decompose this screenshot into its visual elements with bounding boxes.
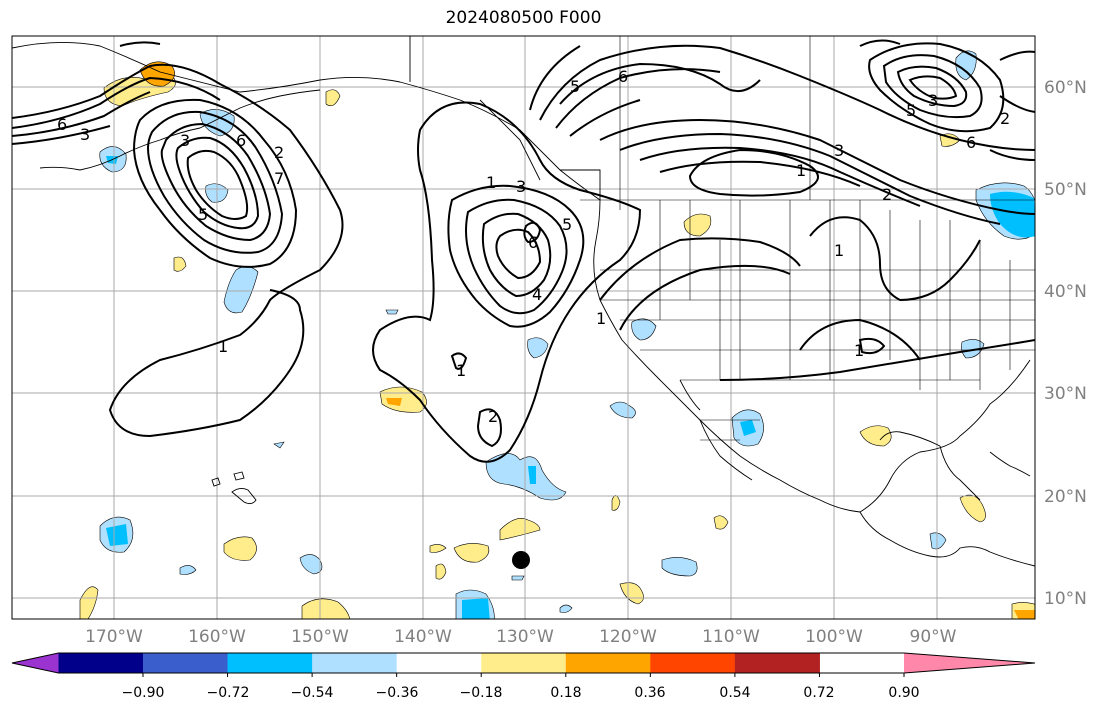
contour-label: 1 xyxy=(834,241,844,260)
map-title: 2024080500 F000 xyxy=(445,8,602,28)
lon-label: 100°W xyxy=(805,627,863,647)
colorbar-tick-label: 0.54 xyxy=(719,685,750,701)
lon-label: 90°W xyxy=(910,627,957,647)
colorbar-extend-high xyxy=(904,653,1035,673)
colorbar-tick-label: −0.90 xyxy=(122,685,165,701)
colorbar-segment xyxy=(734,653,820,673)
contour-label: 2 xyxy=(1000,109,1010,128)
longitude-labels: 170°W 160°W 150°W 140°W 130°W 120°W 110°… xyxy=(85,627,957,647)
contour-label: 3 xyxy=(516,177,526,196)
colorbar-tick-label: 0.72 xyxy=(803,685,834,701)
colorbar xyxy=(11,652,1036,677)
colorbar-tick-label: −0.54 xyxy=(291,685,334,701)
lon-label: 140°W xyxy=(394,627,452,647)
map-frame xyxy=(11,35,1036,620)
colorbar-segment xyxy=(396,653,482,673)
lat-label: 30°N xyxy=(1044,384,1087,404)
colorbar-segment xyxy=(312,653,398,673)
contour-label: 6 xyxy=(528,233,538,252)
colorbar-tick-label: 0.90 xyxy=(888,685,919,701)
contour-label: 2 xyxy=(488,407,498,426)
colorbar-extend-low xyxy=(12,653,59,673)
lon-label: 160°W xyxy=(188,627,246,647)
contour-label: 1 xyxy=(796,161,806,180)
lat-label: 20°N xyxy=(1044,487,1087,507)
colorbar-tick-label: −0.72 xyxy=(207,685,250,701)
contour-label: 3 xyxy=(180,131,190,150)
contour-label: 6 xyxy=(618,67,628,86)
lon-label: 130°W xyxy=(496,627,554,647)
lat-label: 10°N xyxy=(1044,589,1087,609)
colorbar-segment xyxy=(143,653,229,673)
contour-lines xyxy=(12,39,1035,463)
colorbar-segment xyxy=(58,653,144,673)
contour-label: 1 xyxy=(456,361,466,380)
lon-label: 170°W xyxy=(85,627,143,647)
colorbar-segment xyxy=(565,653,651,673)
contour-label: 5 xyxy=(198,205,208,224)
contour-label: 5 xyxy=(570,77,580,96)
storm-center-marker xyxy=(512,551,530,569)
lon-label: 150°W xyxy=(291,627,349,647)
lat-label: 60°N xyxy=(1044,78,1087,98)
contour-label: 7 xyxy=(274,169,284,188)
contour-label: 6 xyxy=(57,115,67,134)
contour-label: 4 xyxy=(532,285,542,304)
contour-label: 3 xyxy=(80,125,90,144)
lat-label: 40°N xyxy=(1044,282,1087,302)
colorbar-segment xyxy=(227,653,313,673)
contour-label: 3 xyxy=(834,141,844,160)
contour-label: 1 xyxy=(218,337,228,356)
contour-label: 3 xyxy=(928,91,938,110)
contour-label: 5 xyxy=(562,215,572,234)
colorbar-tick-label: −0.36 xyxy=(376,685,419,701)
colorbar-tick-labels: −0.90 −0.72 −0.54 −0.36 −0.18 0.18 0.36 … xyxy=(122,685,920,701)
latitude-labels: 60°N 50°N 40°N 30°N 20°N 10°N xyxy=(1044,78,1087,609)
contour-label: 5 xyxy=(906,101,916,120)
colorbar-tick-label: −0.18 xyxy=(460,685,503,701)
contour-label: 1 xyxy=(596,309,606,328)
contour-label: 2 xyxy=(274,143,284,162)
contour-label: 6 xyxy=(966,133,976,152)
lon-label: 120°W xyxy=(599,627,657,647)
colorbar-tick-label: 0.36 xyxy=(634,685,665,701)
colorbar-outline xyxy=(11,652,1036,674)
graticule xyxy=(12,36,1035,619)
lat-label: 50°N xyxy=(1044,180,1087,200)
lon-label: 110°W xyxy=(702,627,760,647)
colorbar-tick-label: 0.18 xyxy=(550,685,581,701)
contour-label: 6 xyxy=(236,131,246,150)
contour-label: 2 xyxy=(882,185,892,204)
contour-label: 1 xyxy=(486,173,496,192)
contour-label: 1 xyxy=(854,341,864,360)
contour-label-group: 6 3 3 6 2 7 5 1 1 3 6 4 5 1 2 1 1 1 5 6 … xyxy=(57,67,1010,426)
colorbar-segment xyxy=(481,653,567,673)
colorbar-segment xyxy=(650,653,736,673)
